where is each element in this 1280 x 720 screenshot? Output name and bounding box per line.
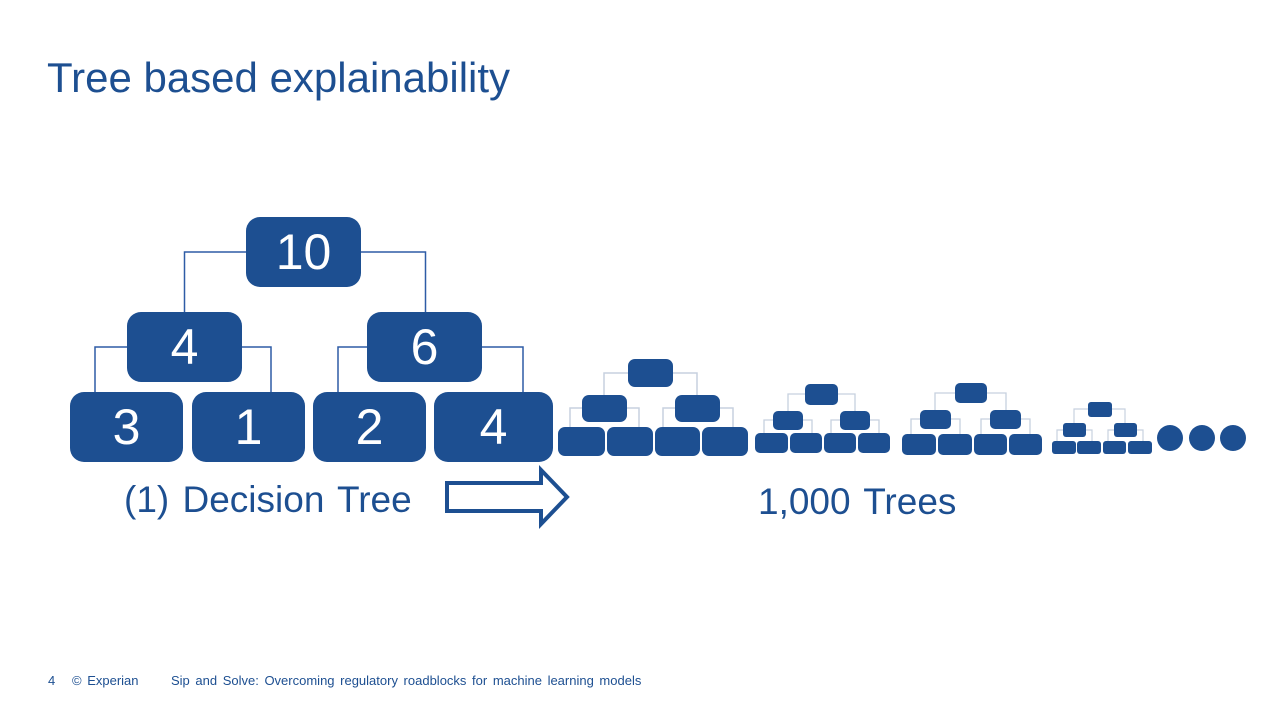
decision-tree-connectors [94,251,524,392]
deck-title-text: Sip and Solve: Overcoming regulatory roa… [171,673,642,688]
tree-node-left: 4 [127,312,242,382]
caption-decision-tree: (1) Decision Tree [124,479,412,520]
tree-leaf-2: 1 [192,392,305,462]
copyright-text: © Experian [72,673,139,688]
mini-tree-icon-4 [1052,402,1152,454]
caption-thousand-trees: 1,000 Trees [758,481,957,522]
right-arrow-icon [445,465,570,529]
page-number: 4 [48,673,56,688]
tree-node-root: 10 [246,217,361,287]
ellipsis-dots [1157,425,1246,451]
mini-tree-icon-1 [558,359,748,456]
tree-leaf-1: 3 [70,392,183,462]
tree-leaf-4: 4 [434,392,553,462]
mini-tree-icon-2 [755,384,890,453]
tree-node-right: 6 [367,312,482,382]
tree-leaf-3: 2 [313,392,426,462]
mini-tree-icon-3 [902,383,1042,455]
slide-title: Tree based explainability [47,54,511,101]
